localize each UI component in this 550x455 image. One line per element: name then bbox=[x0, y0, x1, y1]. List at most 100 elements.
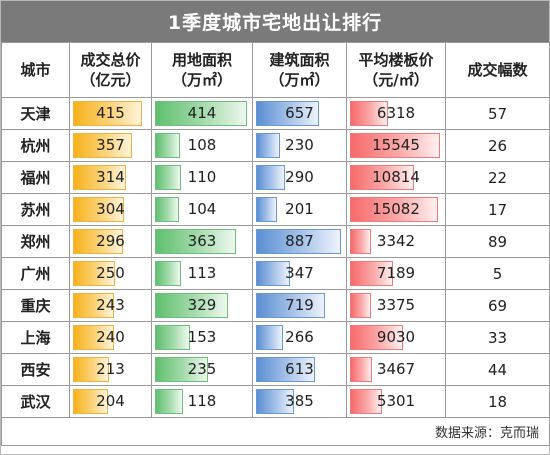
table-title: 1季度城市宅地出让排行 bbox=[1, 1, 549, 42]
city-name: 郑州 bbox=[1, 225, 70, 258]
land-area-cell: 110 bbox=[151, 161, 253, 194]
deal-total-bar bbox=[73, 101, 142, 126]
build-area-bar bbox=[256, 165, 285, 190]
build-area-bar bbox=[256, 293, 325, 318]
land-area-value: 108 bbox=[187, 136, 217, 154]
build-area-cell: 657 bbox=[252, 97, 347, 130]
avg-floor-price-cell: 15545 bbox=[346, 129, 446, 162]
build-area-cell: 290 bbox=[252, 161, 347, 194]
build-area-bar bbox=[256, 357, 315, 382]
avg-floor-price-value: 15545 bbox=[372, 136, 420, 154]
header-avg-floor-price-unit: （元/㎡） bbox=[363, 71, 429, 89]
deal-total-bar bbox=[73, 293, 114, 318]
land-area-bar bbox=[155, 229, 236, 254]
avg-floor-price-bar bbox=[350, 261, 393, 286]
land-area-bar bbox=[155, 325, 190, 350]
land-area-bar bbox=[155, 293, 228, 318]
deal-total-value: 250 bbox=[96, 264, 125, 282]
build-area-value: 657 bbox=[285, 104, 314, 122]
avg-floor-price-value: 7189 bbox=[376, 264, 416, 282]
land-area-bar bbox=[155, 197, 179, 222]
data-source-note: 数据来源：克而瑞 bbox=[1, 417, 550, 446]
build-area-bar bbox=[256, 133, 280, 158]
build-area-value: 230 bbox=[285, 136, 314, 154]
avg-floor-price-cell: 9030 bbox=[346, 321, 446, 354]
build-area-cell: 201 bbox=[252, 193, 347, 226]
build-area-value: 719 bbox=[285, 296, 314, 314]
avg-floor-price-cell: 6318 bbox=[346, 97, 446, 130]
header-build-area-label: 建筑面积 bbox=[269, 51, 330, 69]
land-area-cell: 153 bbox=[151, 321, 253, 354]
deal-total-cell: 240 bbox=[69, 321, 152, 354]
deal-total-value: 304 bbox=[96, 200, 125, 218]
count-value: 57 bbox=[445, 97, 550, 130]
city-name: 杭州 bbox=[1, 129, 70, 162]
build-area-bar bbox=[256, 101, 319, 126]
avg-floor-price-value: 15082 bbox=[372, 200, 420, 218]
land-area-cell: 329 bbox=[151, 289, 253, 322]
avg-floor-price-bar bbox=[350, 229, 371, 254]
land-area-cell: 108 bbox=[151, 129, 253, 162]
header-build-area-unit: （万㎡） bbox=[269, 71, 330, 89]
avg-floor-price-cell: 7189 bbox=[346, 257, 446, 290]
avg-floor-price-bar bbox=[350, 389, 382, 414]
count-value: 22 bbox=[445, 161, 550, 194]
land-area-value: 363 bbox=[187, 232, 217, 250]
count-value: 44 bbox=[445, 353, 550, 386]
city-name: 西安 bbox=[1, 353, 70, 386]
header-land-area-unit: （万㎡） bbox=[171, 71, 232, 89]
land-area-value: 153 bbox=[187, 328, 217, 346]
deal-total-value: 296 bbox=[96, 232, 125, 250]
header-deal-total-unit: （亿元） bbox=[80, 71, 141, 89]
city-name: 天津 bbox=[1, 97, 70, 130]
land-area-cell: 113 bbox=[151, 257, 253, 290]
deal-total-bar bbox=[73, 261, 115, 286]
land-area-value: 414 bbox=[187, 104, 217, 122]
avg-floor-price-cell: 3467 bbox=[346, 353, 446, 386]
build-area-value: 347 bbox=[285, 264, 314, 282]
deal-total-value: 357 bbox=[96, 136, 125, 154]
deal-total-bar bbox=[73, 165, 126, 190]
build-area-value: 385 bbox=[285, 392, 314, 410]
avg-floor-price-bar bbox=[350, 293, 371, 318]
avg-floor-price-bar bbox=[350, 101, 388, 126]
land-area-value: 329 bbox=[187, 296, 217, 314]
footer-row: 数据来源：克而瑞 bbox=[1, 417, 550, 446]
avg-floor-price-value: 5301 bbox=[376, 392, 416, 410]
table-row: 广州 250 113 347 7189 5 bbox=[1, 257, 550, 290]
land-area-cell: 104 bbox=[151, 193, 253, 226]
deal-total-bar bbox=[73, 389, 108, 414]
avg-floor-price-bar bbox=[350, 357, 372, 382]
avg-floor-price-bar bbox=[350, 197, 438, 222]
land-area-value: 113 bbox=[187, 264, 217, 282]
city-name: 重庆 bbox=[1, 289, 70, 322]
build-area-value: 201 bbox=[285, 200, 314, 218]
count-value: 89 bbox=[445, 225, 550, 258]
table-row: 武汉 204 118 385 5301 18 bbox=[1, 385, 550, 418]
build-area-cell: 719 bbox=[252, 289, 347, 322]
deal-total-value: 213 bbox=[96, 360, 125, 378]
count-value: 26 bbox=[445, 129, 550, 162]
deal-total-bar bbox=[73, 325, 114, 350]
header-avg-floor-price-label: 平均楼板价 bbox=[358, 51, 434, 69]
avg-floor-price-value: 9030 bbox=[376, 328, 416, 346]
count-value: 69 bbox=[445, 289, 550, 322]
land-area-cell: 363 bbox=[151, 225, 253, 258]
deal-total-value: 415 bbox=[96, 104, 125, 122]
deal-total-bar bbox=[73, 229, 123, 254]
deal-total-cell: 314 bbox=[69, 161, 152, 194]
land-area-cell: 118 bbox=[151, 385, 253, 418]
header-count: 成交幅数 bbox=[445, 42, 550, 98]
table-row: 苏州 304 104 201 15082 17 bbox=[1, 193, 550, 226]
land-area-bar bbox=[155, 357, 208, 382]
city-name: 上海 bbox=[1, 321, 70, 354]
build-area-bar bbox=[256, 325, 283, 350]
avg-floor-price-value: 3375 bbox=[376, 296, 416, 314]
count-value: 5 bbox=[445, 257, 550, 290]
deal-total-cell: 415 bbox=[69, 97, 152, 130]
avg-floor-price-bar bbox=[350, 165, 414, 190]
header-land-area: 用地面积 （万㎡） bbox=[151, 42, 253, 98]
city-name: 武汉 bbox=[1, 385, 70, 418]
header-deal-total-label: 成交总价 bbox=[80, 51, 141, 69]
table-row: 重庆 243 329 719 3375 69 bbox=[1, 289, 550, 322]
